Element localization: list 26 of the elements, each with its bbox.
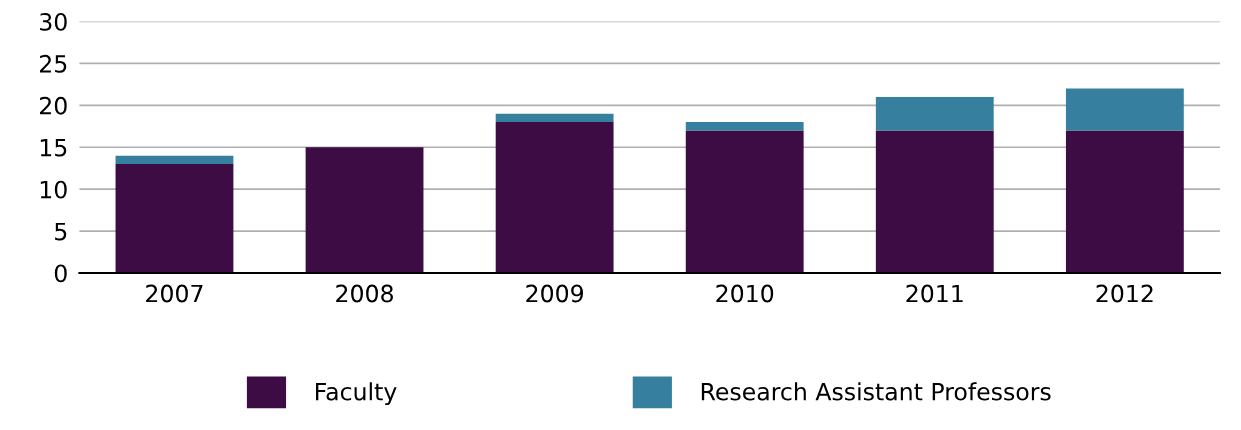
x-tick-label: 2008 <box>336 284 393 303</box>
bar <box>1065 130 1184 274</box>
bar <box>875 130 994 274</box>
bar <box>495 113 614 123</box>
y-tick-label: 0 <box>54 264 67 283</box>
x-tick-label: 2010 <box>716 284 774 303</box>
x-tick-label: 2007 <box>146 284 203 303</box>
bar <box>875 96 994 131</box>
y-tick-label: 30 <box>40 12 67 31</box>
x-tick-label: 2012 <box>1096 284 1153 303</box>
x-tick-label: 2009 <box>526 284 584 303</box>
legend-label: Faculty <box>316 382 397 406</box>
bar <box>1065 88 1184 131</box>
y-tick-label: 25 <box>40 54 67 73</box>
bar <box>685 130 804 274</box>
bar <box>495 122 614 274</box>
y-tick-label: 20 <box>40 96 67 115</box>
legend-label: Research Assistant Professors <box>701 382 1051 401</box>
y-tick-label: 10 <box>40 180 67 199</box>
y-tick-label: 5 <box>55 222 67 241</box>
x-tick-label: 2011 <box>906 284 963 303</box>
bar <box>115 164 234 274</box>
y-tick-label: 15 <box>40 139 67 157</box>
bar <box>685 122 804 131</box>
bar <box>115 155 234 165</box>
bar <box>305 147 424 274</box>
